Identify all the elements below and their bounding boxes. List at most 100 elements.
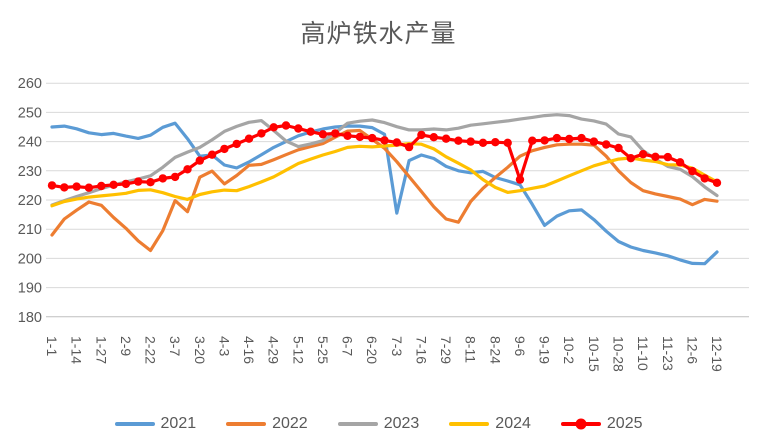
data-point-marker (220, 144, 229, 154)
data-point-marker (651, 152, 660, 161)
data-point-marker (84, 183, 94, 192)
y-axis-label: 210 (18, 222, 42, 238)
data-point-marker (146, 178, 155, 187)
x-axis-label: 3-20 (192, 336, 208, 364)
x-axis-label: 10-28 (610, 336, 626, 372)
data-point-marker (392, 138, 401, 147)
data-point-marker (269, 123, 278, 132)
x-axis-label: 3-7 (167, 336, 183, 356)
data-point-marker (195, 156, 204, 165)
series-markers-2025 (47, 121, 722, 192)
legend-item-2023: 2023 (337, 415, 420, 433)
data-point-marker (368, 133, 377, 143)
x-axis-label: 4-3 (216, 336, 232, 356)
y-axis-label: 200 (18, 251, 42, 267)
x-axis-label: 1-1 (44, 336, 60, 356)
legend-swatch-2024 (449, 422, 490, 426)
data-point-marker (503, 138, 512, 147)
x-axis-label: 5-25 (315, 336, 331, 364)
data-point-marker (478, 138, 488, 147)
series-line-2022 (50, 128, 719, 253)
data-point-marker (688, 166, 697, 176)
data-point-marker (170, 172, 180, 182)
series-line-2024 (50, 142, 719, 208)
y-gridlines (46, 82, 749, 318)
legend-item-2021: 2021 (114, 415, 197, 433)
y-axis-label: 230 (18, 164, 42, 180)
legend-label: 2023 (383, 415, 420, 432)
data-point-marker (97, 181, 106, 191)
data-point-marker (207, 150, 217, 159)
x-axis-label: 10-2 (561, 336, 577, 364)
legend: 2021 2022 2023 2024 2025 (0, 415, 757, 433)
data-point-marker (565, 134, 574, 144)
data-point-marker (134, 177, 143, 186)
data-point-marker (602, 140, 611, 149)
data-point-marker (380, 136, 389, 145)
legend-item-2025: 2025 (560, 415, 643, 433)
y-axis-label: 250 (18, 105, 42, 121)
x-axis-label: 5-12 (290, 336, 306, 364)
legend-marker-dot (575, 418, 587, 430)
data-point-marker (552, 133, 562, 143)
data-point-marker (158, 174, 167, 183)
data-point-marker (47, 181, 57, 190)
legend-label: 2024 (495, 415, 531, 432)
y-axis-label: 240 (18, 135, 42, 151)
x-axis-label: 8-24 (487, 336, 503, 364)
data-point-marker (540, 136, 549, 145)
data-point-marker (638, 150, 648, 159)
x-axis-label: 12-6 (684, 336, 700, 364)
data-point-marker (466, 137, 475, 146)
data-point-marker (589, 137, 599, 146)
x-axis-label: 1-14 (69, 336, 85, 364)
y-axis-label: 190 (18, 281, 42, 297)
x-axis-label: 1-27 (93, 336, 109, 364)
data-point-marker (183, 165, 192, 174)
chart-title: 高炉铁水产量 (300, 20, 457, 48)
data-point-marker (675, 158, 685, 167)
data-point-marker (72, 182, 81, 191)
data-point-marker (712, 178, 722, 187)
x-axis-label: 2-22 (143, 336, 159, 364)
data-point-marker (441, 134, 451, 143)
data-point-marker (417, 130, 426, 140)
data-point-marker (318, 130, 328, 139)
data-point-marker (515, 175, 525, 184)
x-axis-label: 2-9 (118, 336, 134, 356)
legend-item-2022: 2022 (226, 415, 308, 433)
data-point-marker (331, 129, 340, 138)
legend-swatch-2021 (114, 422, 155, 426)
data-point-marker (528, 136, 537, 145)
data-point-marker (404, 142, 414, 152)
x-axis-label: 9-6 (512, 336, 528, 356)
legend-label: 2021 (160, 415, 197, 432)
data-point-marker (257, 129, 266, 138)
data-point-marker (306, 127, 315, 136)
x-axis-label: 12-19 (709, 336, 725, 372)
data-point-marker (626, 154, 635, 163)
x-axis-label: 6-20 (364, 336, 380, 364)
data-point-marker (429, 133, 438, 142)
legend-swatch-2023 (337, 422, 378, 426)
legend-label: 2025 (606, 415, 643, 432)
y-axis-label: 260 (18, 76, 42, 92)
x-axis-label: 4-29 (266, 336, 282, 364)
data-point-marker (700, 174, 709, 183)
data-point-marker (244, 134, 254, 143)
legend-swatch-2022 (226, 422, 267, 426)
x-axis-label: 8-11 (463, 336, 479, 363)
data-point-marker (577, 133, 586, 143)
x-axis-label: 11-10 (635, 336, 651, 371)
data-point-marker (343, 131, 352, 140)
x-axis-label: 4-16 (241, 336, 257, 364)
x-axis-label: 10-15 (586, 336, 602, 372)
data-point-marker (109, 180, 118, 189)
legend-swatch-2025 (560, 418, 601, 430)
data-point-marker (60, 183, 69, 192)
x-axis-labels: 1-1 1-14 1-27 2-9 2-22 3-7 3-20 4-3 4-16 4-29 5-12… (44, 336, 725, 372)
x-axis-label: 11-23 (660, 336, 676, 371)
data-point-marker (355, 132, 365, 142)
series-lines (47, 113, 722, 266)
